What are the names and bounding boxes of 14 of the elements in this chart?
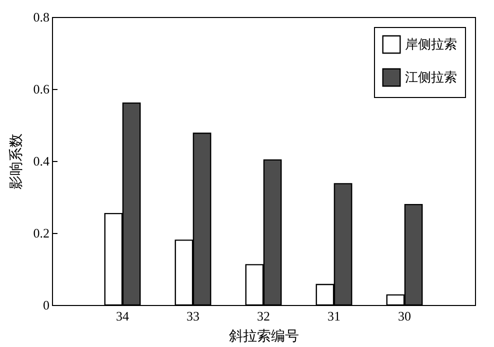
y-tick-label: 0.6 [33, 82, 50, 96]
y-tick-label: 0 [43, 298, 50, 312]
x-tick-label: 34 [116, 308, 130, 324]
y-tick-label: 0.8 [33, 10, 50, 24]
x-tick-label: 31 [328, 308, 340, 324]
y-tick-label: 0.2 [33, 226, 50, 240]
y-axis-title: 影响系数 [8, 134, 24, 190]
x-tick-label: 30 [398, 308, 411, 324]
x-axis-title: 斜拉索编号 [229, 328, 299, 344]
legend-label: 江侧拉索 [405, 70, 457, 86]
x-tick-label: 32 [257, 308, 270, 324]
legend-label: 岸侧拉索 [405, 38, 457, 52]
y-tick-label: 0.4 [33, 154, 50, 168]
x-tick-label: 33 [186, 308, 200, 324]
